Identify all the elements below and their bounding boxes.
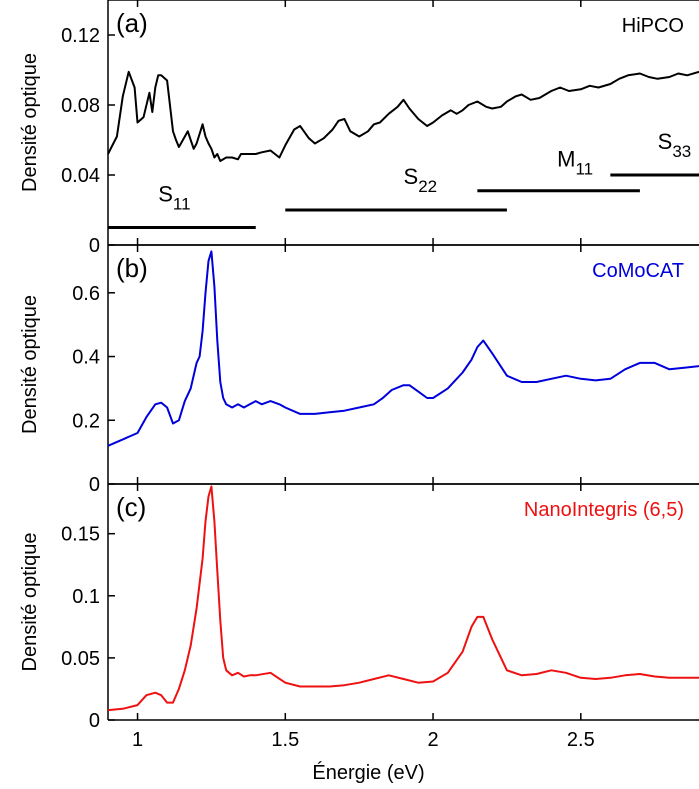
y-axis-label: Densité optique	[19, 533, 41, 672]
series-line	[107, 70, 699, 162]
series-label: NanoIntegris (6,5)	[524, 499, 684, 521]
x-tick-label: 1.5	[271, 729, 299, 751]
y-tick-label: 0.2	[72, 410, 100, 432]
x-axis-label: Énergie (eV)	[312, 761, 424, 784]
y-tick-label: 0.1	[72, 586, 100, 608]
transition-label: M11	[557, 146, 593, 178]
y-tick-label: 0	[89, 235, 100, 257]
panel-2: 0 0.05 0.1 0.15 Densité optique (c) NanoIntegr…	[19, 483, 699, 732]
x-tick-label: 1	[132, 729, 143, 751]
panel-label: (b)	[116, 253, 148, 283]
panel-label: (a)	[116, 8, 148, 38]
panel-label: (c)	[116, 492, 146, 522]
series-line	[107, 250, 699, 447]
y-tick-label: 0.04	[61, 165, 100, 187]
x-tick-label: 2	[427, 729, 438, 751]
y-axis-label: Densité optique	[19, 295, 41, 434]
series-label: CoMoCAT	[592, 260, 684, 282]
y-tick-label: 0	[89, 474, 100, 496]
y-tick-label: 0.08	[61, 95, 100, 117]
y-tick-label: 0	[89, 710, 100, 732]
transition-label: S22	[404, 164, 438, 196]
series-line	[107, 485, 699, 712]
y-tick-label: 0.12	[61, 25, 100, 47]
y-axis-label: Densité optique	[19, 53, 41, 192]
y-tick-label: 0.4	[72, 347, 100, 369]
y-tick-label: 0.05	[61, 648, 100, 670]
x-tick-label: 2.5	[567, 729, 595, 751]
transition-label: S11	[158, 181, 190, 213]
transition-label: S33	[658, 129, 692, 161]
y-tick-label: 0.6	[72, 283, 100, 305]
series-label: HiPCO	[622, 15, 684, 37]
panel-1: 0 0.2 0.4 0.6 Densité optique (b) CoMoCAT	[19, 244, 699, 496]
panel-0: 0 0.04 0.08 0.12 Densité optique (a) HiPCO S11 S…	[19, 0, 699, 257]
y-tick-label: 0.15	[61, 524, 100, 546]
